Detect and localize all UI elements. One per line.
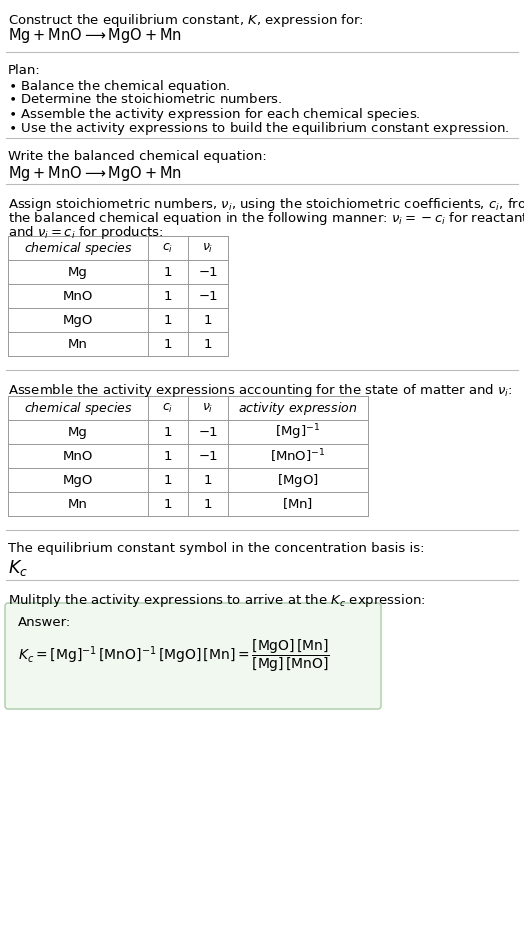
Text: 1: 1 bbox=[163, 290, 172, 302]
Text: MgO: MgO bbox=[63, 473, 93, 486]
Text: $[\mathrm{Mg}]^{-1}$: $[\mathrm{Mg}]^{-1}$ bbox=[276, 423, 321, 442]
Text: 1: 1 bbox=[204, 338, 212, 350]
Text: $K_c = [\mathrm{Mg}]^{-1}\,[\mathrm{MnO}]^{-1}\,[\mathrm{MgO}]\,[\mathrm{Mn}] = : $K_c = [\mathrm{Mg}]^{-1}\,[\mathrm{MnO}… bbox=[18, 638, 330, 675]
Text: 1: 1 bbox=[163, 450, 172, 462]
Text: $[\mathrm{MnO}]^{-1}$: $[\mathrm{MnO}]^{-1}$ bbox=[270, 447, 326, 465]
Text: $\bullet$ Balance the chemical equation.: $\bullet$ Balance the chemical equation. bbox=[8, 78, 231, 95]
Text: Mn: Mn bbox=[68, 338, 88, 350]
Text: −1: −1 bbox=[198, 425, 218, 439]
Text: $[\mathrm{Mn}]$: $[\mathrm{Mn}]$ bbox=[282, 497, 313, 512]
Text: Write the balanced chemical equation:: Write the balanced chemical equation: bbox=[8, 150, 267, 163]
Text: MnO: MnO bbox=[63, 290, 93, 302]
Text: 1: 1 bbox=[204, 313, 212, 327]
Text: $c_i$: $c_i$ bbox=[162, 402, 173, 415]
Text: $\bullet$ Use the activity expressions to build the equilibrium constant express: $\bullet$ Use the activity expressions t… bbox=[8, 120, 509, 137]
Text: 1: 1 bbox=[163, 313, 172, 327]
Text: Assign stoichiometric numbers, $\nu_i$, using the stoichiometric coefficients, $: Assign stoichiometric numbers, $\nu_i$, … bbox=[8, 196, 524, 213]
Text: Mg: Mg bbox=[68, 425, 88, 439]
Text: $[\mathrm{MgO}]$: $[\mathrm{MgO}]$ bbox=[277, 471, 319, 488]
Text: and $\nu_i = c_i$ for products:: and $\nu_i = c_i$ for products: bbox=[8, 224, 163, 241]
Text: MnO: MnO bbox=[63, 450, 93, 462]
Text: Mg: Mg bbox=[68, 265, 88, 279]
Text: Mulitply the activity expressions to arrive at the $K_c$ expression:: Mulitply the activity expressions to arr… bbox=[8, 592, 426, 609]
Text: $c_i$: $c_i$ bbox=[162, 242, 173, 255]
Text: $\nu_i$: $\nu_i$ bbox=[202, 402, 214, 415]
Text: Construct the equilibrium constant, $K$, expression for:: Construct the equilibrium constant, $K$,… bbox=[8, 12, 364, 29]
Text: The equilibrium constant symbol in the concentration basis is:: The equilibrium constant symbol in the c… bbox=[8, 542, 424, 555]
FancyBboxPatch shape bbox=[5, 603, 381, 709]
Text: $\mathrm{Mg + MnO} \longrightarrow \mathrm{MgO + Mn}$: $\mathrm{Mg + MnO} \longrightarrow \math… bbox=[8, 26, 182, 45]
Text: $\bullet$ Determine the stoichiometric numbers.: $\bullet$ Determine the stoichiometric n… bbox=[8, 92, 282, 106]
Text: 1: 1 bbox=[163, 265, 172, 279]
Text: $\mathit{activity\ expression}$: $\mathit{activity\ expression}$ bbox=[238, 400, 357, 417]
Text: 1: 1 bbox=[163, 498, 172, 511]
Text: the balanced chemical equation in the following manner: $\nu_i = -c_i$ for react: the balanced chemical equation in the fo… bbox=[8, 210, 524, 227]
Text: 1: 1 bbox=[163, 473, 172, 486]
Text: $\mathit{chemical\ species}$: $\mathit{chemical\ species}$ bbox=[24, 240, 133, 257]
Text: $K_c$: $K_c$ bbox=[8, 558, 28, 578]
Text: $\nu_i$: $\nu_i$ bbox=[202, 242, 214, 255]
Text: 1: 1 bbox=[204, 473, 212, 486]
Text: Assemble the activity expressions accounting for the state of matter and $\nu_i$: Assemble the activity expressions accoun… bbox=[8, 382, 512, 399]
Text: 1: 1 bbox=[163, 425, 172, 439]
Text: −1: −1 bbox=[198, 265, 218, 279]
Text: $\bullet$ Assemble the activity expression for each chemical species.: $\bullet$ Assemble the activity expressi… bbox=[8, 106, 421, 123]
Text: Plan:: Plan: bbox=[8, 64, 41, 77]
Text: $\mathit{chemical\ species}$: $\mathit{chemical\ species}$ bbox=[24, 400, 133, 417]
Text: $\mathrm{Mg + MnO} \longrightarrow \mathrm{MgO + Mn}$: $\mathrm{Mg + MnO} \longrightarrow \math… bbox=[8, 164, 182, 183]
Text: Mn: Mn bbox=[68, 498, 88, 511]
Text: 1: 1 bbox=[204, 498, 212, 511]
Text: −1: −1 bbox=[198, 450, 218, 462]
Text: 1: 1 bbox=[163, 338, 172, 350]
Text: MgO: MgO bbox=[63, 313, 93, 327]
Text: −1: −1 bbox=[198, 290, 218, 302]
Text: Answer:: Answer: bbox=[18, 616, 71, 629]
